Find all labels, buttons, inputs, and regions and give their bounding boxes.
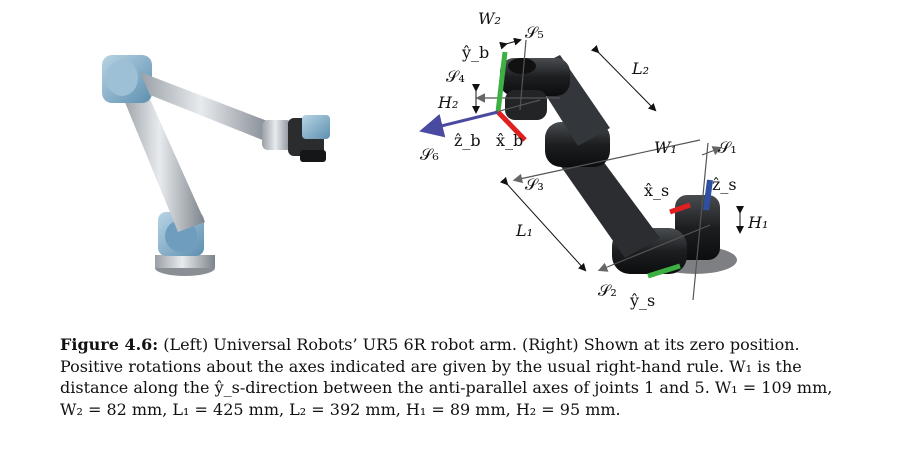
axis-s1 [692, 142, 709, 301]
label-l1: L₁ [515, 221, 533, 240]
label-h2: H₂ [437, 93, 458, 112]
label-s6: 𝒮₆ [420, 145, 439, 164]
label-xb: x̂_b [496, 131, 523, 150]
zs-axis [703, 179, 713, 211]
axis-s2 [597, 224, 711, 272]
label-ys: ŷ_s [629, 291, 655, 310]
label-s2: 𝒮₂ [598, 281, 617, 300]
caption-text: (Left) Universal Robots’ UR5 6R robot ar… [60, 335, 833, 419]
label-zs: ẑ_s [712, 175, 737, 194]
figure: W₂ 𝒮₅ ŷ_b 𝒮₄ H₂ ẑ_b x̂_b 𝒮₆ L₂ W₁ 𝒮₁ x̂_… [102, 9, 768, 310]
label-l2: L₂ [631, 59, 649, 78]
label-s5: 𝒮₅ [525, 23, 544, 42]
label-w2: W₂ [478, 9, 501, 28]
label-s4: 𝒮₄ [446, 67, 465, 86]
ys-axis [647, 263, 681, 279]
figure-caption: Figure 4.6: (Left) Universal Robots’ UR5… [60, 334, 850, 420]
label-s3: 𝒮₃ [525, 175, 544, 194]
zb-axis [419, 110, 499, 138]
xb-axis [496, 110, 527, 142]
xs-axis [669, 202, 691, 215]
label-xs: x̂_s [644, 181, 669, 200]
caption-label: Figure 4.6: [60, 335, 159, 354]
label-zb: ẑ_b [454, 131, 481, 150]
yb-axis [495, 51, 508, 113]
ur5-photo [102, 55, 330, 276]
label-s1: 𝒮₁ [718, 138, 737, 157]
zero-position-diagram: W₂ 𝒮₅ ŷ_b 𝒮₄ H₂ ẑ_b x̂_b 𝒮₆ L₂ W₁ 𝒮₁ x̂_… [419, 9, 768, 310]
axis-s3 [512, 139, 701, 184]
label-h1: H₁ [747, 213, 768, 232]
label-w1: W₁ [654, 138, 677, 157]
label-yb: ŷ_b [461, 43, 489, 62]
